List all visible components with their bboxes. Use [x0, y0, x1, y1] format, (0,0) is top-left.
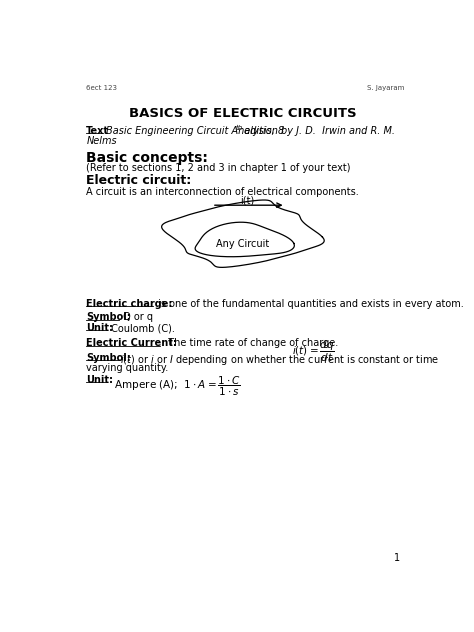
- Text: Symbol:: Symbol:: [86, 312, 131, 322]
- Text: Ampere (A);  $1 \cdot A = \dfrac{1 \cdot C}{1 \cdot s}$: Ampere (A); $1 \cdot A = \dfrac{1 \cdot …: [108, 375, 241, 398]
- Text: Symbol:: Symbol:: [86, 353, 131, 363]
- Text: Text: Text: [86, 126, 109, 136]
- Text: (Refer to sections 1, 2 and 3 in chapter 1 of your text): (Refer to sections 1, 2 and 3 in chapter…: [86, 163, 351, 173]
- Text: Unit:: Unit:: [86, 375, 113, 385]
- Text: Coulomb (C).: Coulomb (C).: [108, 323, 175, 333]
- Text: 6ect 123: 6ect 123: [86, 85, 118, 91]
- Text: Electric circuit:: Electric circuit:: [86, 174, 191, 188]
- Text: i(t): i(t): [240, 195, 254, 205]
- Text: edition by J. D.  Irwin and R. M.: edition by J. D. Irwin and R. M.: [241, 126, 394, 136]
- Text: th: th: [235, 125, 242, 131]
- Text: varying quantity.: varying quantity.: [86, 363, 169, 373]
- Text: The time rate of change of charge.: The time rate of change of charge.: [162, 338, 338, 348]
- Text: S. Jayaram: S. Jayaram: [367, 85, 404, 91]
- Text: Electric Current:: Electric Current:: [86, 338, 177, 348]
- Text: Any Circuit: Any Circuit: [216, 239, 270, 249]
- Text: Basic Engineering Circuit Analysis, 8: Basic Engineering Circuit Analysis, 8: [106, 126, 284, 136]
- Text: Unit:: Unit:: [86, 323, 113, 333]
- Text: $i(t)$ or $i$ or $I$ depending on whether the current is constant or time: $i(t)$ or $i$ or $I$ depending on whethe…: [120, 353, 440, 367]
- Text: 1: 1: [394, 553, 400, 563]
- Text: Q or q: Q or q: [120, 312, 154, 322]
- Text: Electric charge:: Electric charge:: [86, 299, 173, 309]
- Text: is one of the fundamental quantities and exists in every atom.: is one of the fundamental quantities and…: [155, 299, 463, 309]
- Text: BASICS OF ELECTRIC CIRCUITS: BASICS OF ELECTRIC CIRCUITS: [129, 107, 357, 119]
- Text: Basic concepts:: Basic concepts:: [86, 150, 208, 164]
- Text: $i(t) = \dfrac{dq}{dt}$: $i(t) = \dfrac{dq}{dt}$: [292, 339, 335, 365]
- Text: Nelms: Nelms: [86, 136, 117, 146]
- Polygon shape: [195, 222, 294, 257]
- Text: A circuit is an interconnection of electrical components.: A circuit is an interconnection of elect…: [86, 186, 359, 197]
